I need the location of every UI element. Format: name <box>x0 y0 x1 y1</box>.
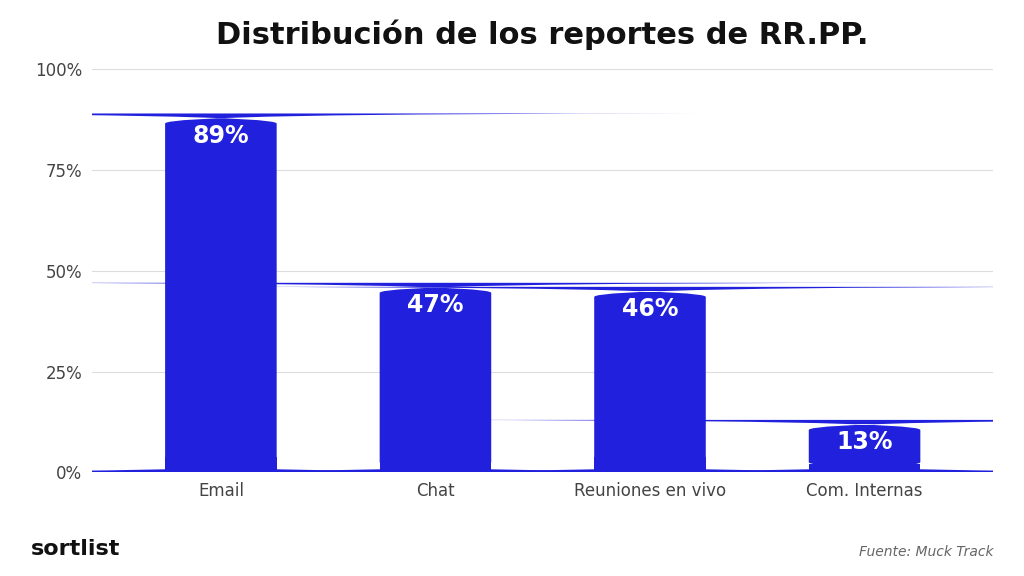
Title: Distribución de los reportes de RR.PP.: Distribución de los reportes de RR.PP. <box>216 20 869 50</box>
Bar <box>594 457 706 472</box>
FancyBboxPatch shape <box>384 420 1024 472</box>
Text: sortlist: sortlist <box>31 539 120 559</box>
FancyBboxPatch shape <box>169 287 1024 472</box>
Text: 47%: 47% <box>408 293 464 317</box>
Text: 46%: 46% <box>622 297 678 321</box>
FancyBboxPatch shape <box>0 113 701 472</box>
Bar <box>380 457 492 472</box>
Text: Fuente: Muck Track: Fuente: Muck Track <box>859 545 993 559</box>
FancyBboxPatch shape <box>0 283 916 472</box>
Text: 13%: 13% <box>837 430 893 454</box>
Bar <box>165 457 276 472</box>
Bar <box>809 464 921 472</box>
Text: 89%: 89% <box>193 124 249 147</box>
